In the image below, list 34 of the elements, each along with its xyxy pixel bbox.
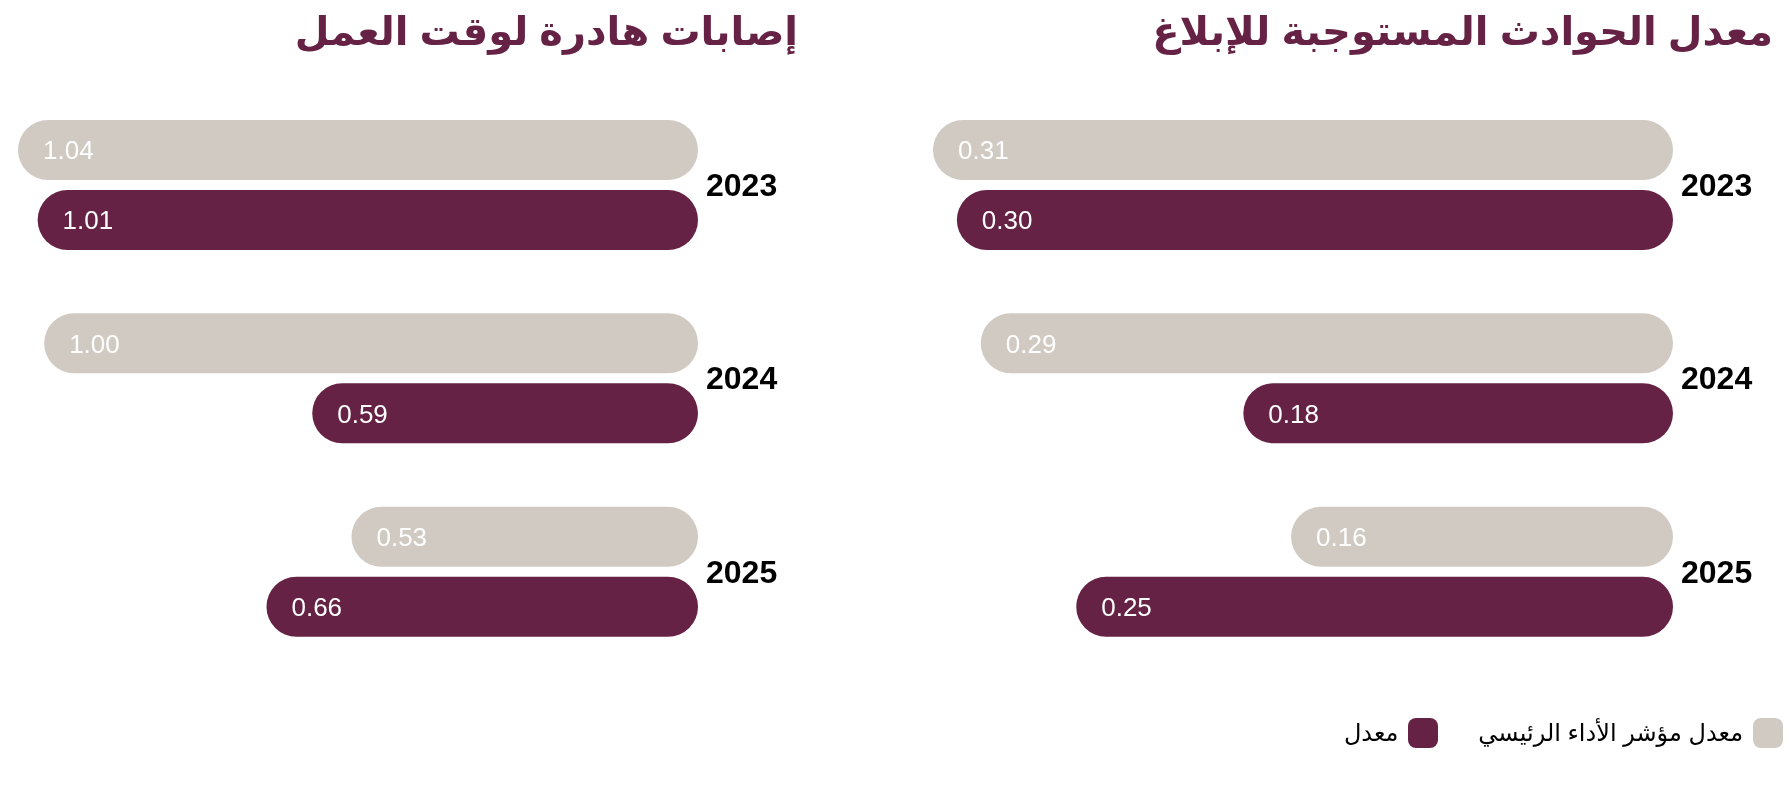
bar [1243,383,1673,444]
y-tick-label: 2024 [1681,360,1753,397]
bar [37,190,698,250]
bar [956,190,1673,250]
legend-label: معدل مؤشر الأداء الرئيسي [1478,719,1743,747]
data-label: 1.00 [69,328,120,359]
data-label: 1.01 [62,205,114,236]
chart-title: إصابات هادرة لوقت العمل [293,8,799,57]
bar [44,313,698,374]
data-label: 0.53 [376,521,428,552]
y-tick-label: 2025 [706,553,778,590]
data-label: 0.25 [1101,591,1152,622]
data-label: 0.31 [958,135,1009,166]
data-label: 0.16 [1316,521,1367,552]
data-label: 0.29 [1005,328,1057,359]
bar [18,120,698,180]
data-label: 0.59 [337,398,388,429]
bar [1291,506,1673,567]
y-tick-label: 2024 [706,360,778,397]
bar [266,576,698,637]
bar [933,120,1673,180]
data-label: 0.66 [291,591,343,622]
y-tick-label: 2023 [706,167,778,204]
bar [980,313,1673,374]
y-tick-label: 2025 [1681,553,1753,590]
data-label: 1.04 [43,135,94,166]
data-label: 0.18 [1268,398,1319,429]
bar [312,383,698,444]
y-tick-label: 2023 [1681,167,1753,204]
legend-label: معدل [1343,719,1399,747]
bar [1076,576,1673,637]
data-label: 0.30 [981,205,1033,236]
bar [351,506,698,567]
chart-title: معدل الحوادث المستوجبة للإبلاغ [1151,8,1774,57]
